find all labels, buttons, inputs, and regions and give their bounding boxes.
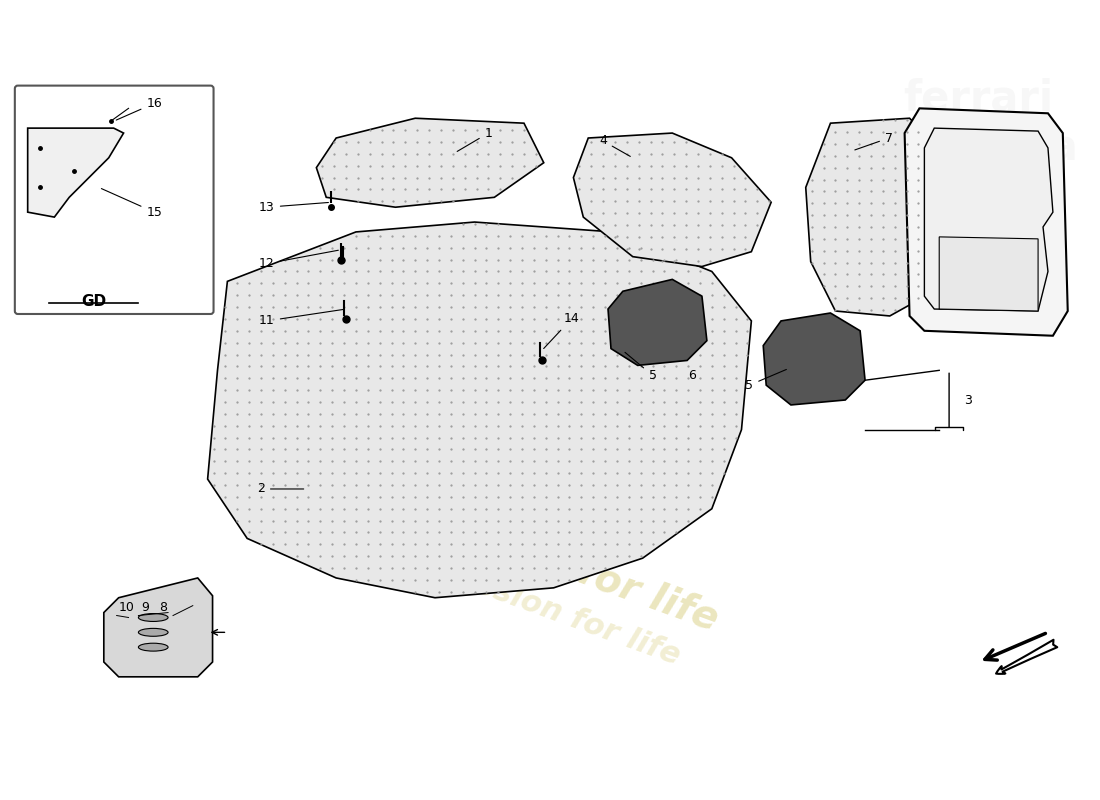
Text: 14: 14: [543, 313, 580, 349]
Polygon shape: [805, 118, 949, 316]
Ellipse shape: [139, 643, 168, 651]
Text: 2: 2: [257, 482, 304, 495]
Text: a passion for life: a passion for life: [364, 478, 723, 639]
Text: ferrari
scuderia: ferrari scuderia: [879, 78, 1079, 169]
Ellipse shape: [139, 628, 168, 636]
Polygon shape: [763, 313, 865, 405]
Text: 11: 11: [260, 310, 343, 327]
Polygon shape: [103, 578, 212, 677]
Text: GD: GD: [81, 294, 107, 309]
Text: 12: 12: [260, 250, 339, 270]
Polygon shape: [28, 128, 123, 217]
Text: 7: 7: [855, 131, 893, 150]
Text: 8: 8: [160, 601, 167, 614]
Text: 5: 5: [625, 352, 657, 382]
Polygon shape: [939, 237, 1038, 311]
Polygon shape: [608, 279, 707, 366]
Text: 9: 9: [142, 601, 150, 614]
Ellipse shape: [139, 614, 168, 622]
Polygon shape: [208, 222, 751, 598]
Text: 5: 5: [746, 370, 786, 392]
Text: 6: 6: [689, 369, 696, 382]
Text: 10: 10: [119, 601, 134, 614]
Polygon shape: [573, 133, 771, 266]
Text: 1: 1: [458, 126, 493, 151]
Text: a passion for life: a passion for life: [404, 545, 684, 670]
Polygon shape: [904, 108, 1068, 336]
Text: 16: 16: [117, 97, 162, 120]
FancyBboxPatch shape: [14, 86, 213, 314]
Polygon shape: [317, 118, 543, 207]
Text: 15: 15: [101, 189, 162, 218]
Text: 13: 13: [260, 201, 329, 214]
Text: 4: 4: [600, 134, 630, 157]
Polygon shape: [924, 128, 1053, 311]
Text: 3: 3: [964, 394, 971, 406]
